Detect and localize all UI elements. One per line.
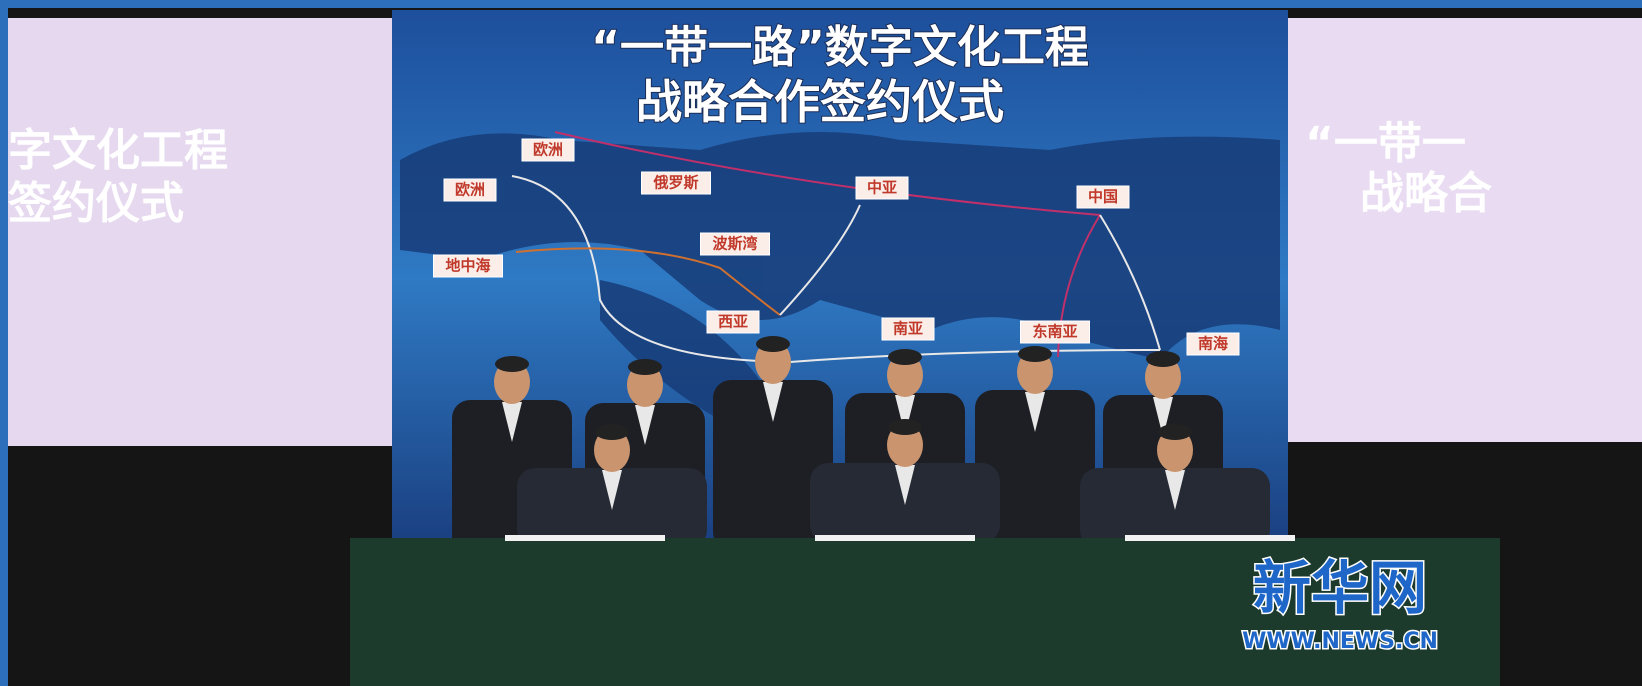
- hair: [888, 349, 922, 365]
- document: [815, 535, 975, 541]
- map-label-box: [1076, 185, 1130, 209]
- map-label-box: [881, 317, 935, 341]
- body: [975, 390, 1095, 560]
- backdrop-subtitle: 战略合作签约仪式: [636, 75, 1004, 129]
- left-screen-text: 字文化工程: [8, 125, 228, 176]
- map-label: 南亚: [893, 320, 923, 338]
- watermark-name: 新华网: [1253, 554, 1427, 622]
- left-screen-text: 签约仪式: [8, 178, 184, 229]
- shirt: [763, 382, 783, 422]
- map-label-box: [443, 178, 497, 202]
- hair: [1158, 424, 1192, 440]
- map-label: 欧洲: [533, 141, 563, 159]
- map-label: 波斯湾: [712, 235, 757, 253]
- hair: [756, 336, 790, 352]
- map-label: 西亚: [718, 313, 748, 331]
- hair: [495, 356, 529, 372]
- map-label: 俄罗斯: [652, 174, 698, 192]
- map-label-box: [700, 232, 770, 256]
- map-label: 南海: [1198, 335, 1228, 353]
- routes: [511, 131, 1161, 364]
- map-label-box: [641, 171, 711, 195]
- map-label: 中国: [1088, 188, 1118, 206]
- shirt: [635, 405, 655, 445]
- hair: [595, 424, 629, 440]
- map-label: 地中海: [445, 257, 490, 275]
- shirt: [895, 465, 915, 505]
- hair: [628, 359, 662, 375]
- watermark-url: WWW.NEWS.CN: [1242, 629, 1438, 654]
- shirt: [502, 402, 522, 442]
- hair: [1018, 346, 1052, 362]
- head: [887, 423, 923, 467]
- document: [505, 535, 665, 541]
- map-label: 中亚: [867, 179, 897, 197]
- head: [755, 340, 791, 384]
- right-screen: [1288, 18, 1642, 442]
- left-screen: [8, 18, 393, 446]
- head: [494, 360, 530, 404]
- head: [1017, 350, 1053, 394]
- map-label-box: [855, 176, 909, 200]
- head: [594, 428, 630, 472]
- shirt: [1165, 470, 1185, 510]
- map-label-box: [706, 310, 760, 334]
- signing-table: [350, 538, 1500, 686]
- shirt: [1025, 392, 1045, 432]
- people: [452, 336, 1270, 573]
- map-label-box: [433, 254, 503, 278]
- body: [713, 380, 833, 550]
- map-label-box: [1020, 320, 1090, 344]
- shirt: [602, 470, 622, 510]
- map-label: 欧洲: [455, 181, 485, 199]
- head: [627, 363, 663, 407]
- map-label-box: [521, 138, 575, 162]
- map-label: 东南亚: [1032, 323, 1077, 341]
- backdrop-title: “一带一路”数字文化工程: [591, 22, 1089, 73]
- hair: [1146, 351, 1180, 367]
- head: [887, 353, 923, 397]
- hair: [888, 419, 922, 435]
- map-label-box: [1186, 332, 1240, 356]
- right-screen-text: “一带一: [1305, 118, 1466, 169]
- head: [1145, 355, 1181, 399]
- head: [1157, 428, 1193, 472]
- shirt: [1153, 397, 1173, 437]
- shirt: [895, 395, 915, 435]
- right-screen-text: 战略合: [1360, 168, 1492, 219]
- document: [1125, 535, 1295, 541]
